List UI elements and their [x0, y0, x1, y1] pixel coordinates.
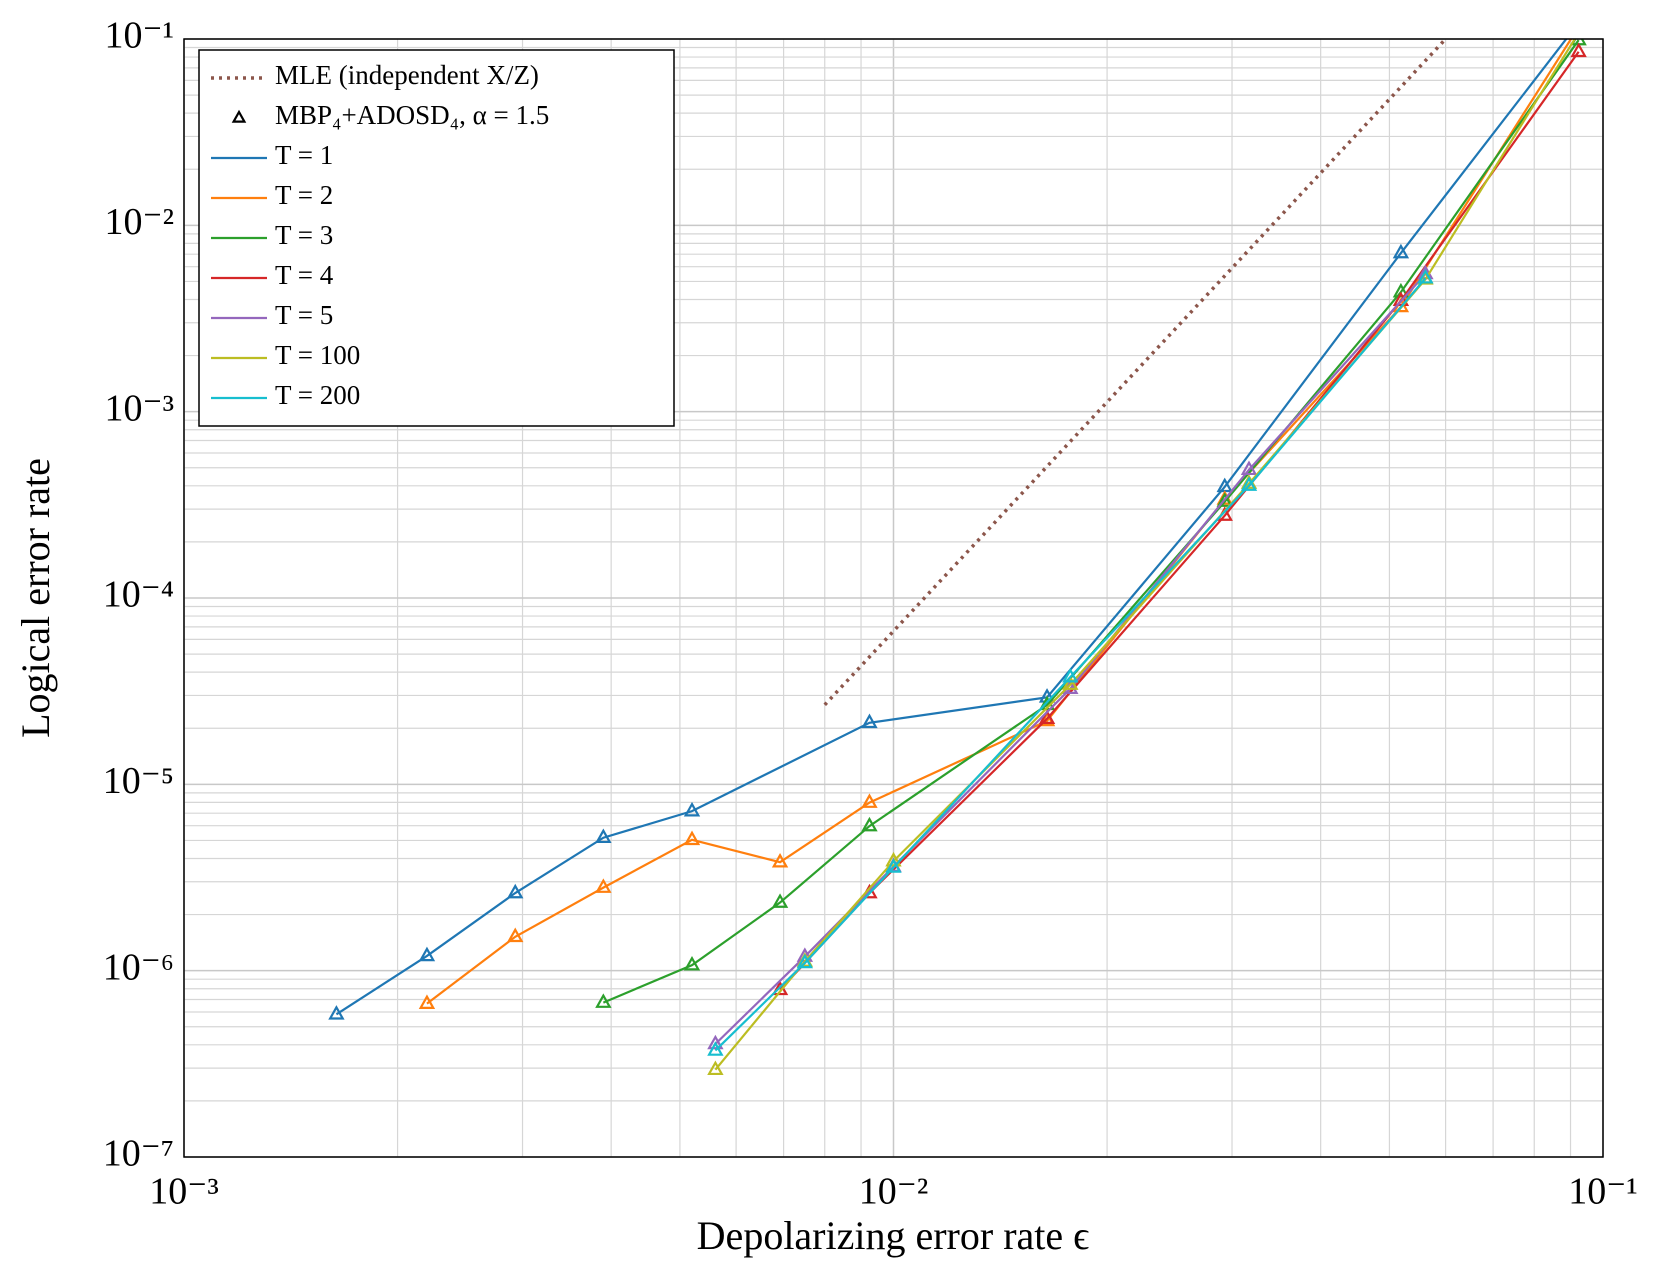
plot-area [328, 16, 1587, 1076]
data-point [771, 893, 789, 908]
data-point [1572, 16, 1585, 27]
data-point [507, 927, 524, 943]
data-point [1572, 20, 1585, 31]
x-tick-label: 10⁻¹ [1568, 1171, 1637, 1213]
legend-label: T = 2 [275, 180, 333, 210]
series-line [335, 39, 1568, 1016]
data-point [885, 858, 902, 873]
legend-label: T = 3 [275, 220, 333, 250]
axes: 10⁻³ 10⁻² 10⁻¹ 10⁻⁷ 10⁻⁶ 10⁻⁵ 10⁻⁴ 10⁻³ 10⁻² 10⁻¹ [103, 15, 1638, 1213]
legend-label: T = 100 [275, 340, 360, 370]
data-point [418, 946, 436, 962]
legend-label: T = 5 [275, 300, 333, 330]
series-line [714, 273, 1427, 1045]
y-tick-label: 10⁻³ [105, 387, 174, 429]
data-point [328, 1005, 345, 1020]
data-point [1572, 26, 1585, 37]
y-tick-label: 10⁻⁵ [103, 760, 174, 802]
data-point [861, 816, 878, 832]
y-tick-label: 10⁻⁷ [103, 1133, 174, 1175]
data-point [1417, 269, 1434, 284]
series-line [779, 51, 1580, 991]
data-point [1392, 243, 1410, 259]
data-point [771, 852, 789, 868]
y-tick-label: 10⁻² [105, 201, 174, 243]
data-point [1240, 476, 1258, 491]
series-line [714, 277, 1427, 1052]
legend-box [198, 49, 675, 427]
data-point [707, 1041, 724, 1056]
data-point [683, 955, 701, 971]
data-point [683, 830, 701, 846]
legend-label: MLE (independent X/Z) [275, 60, 539, 90]
data-point [861, 793, 878, 808]
data-point [418, 994, 436, 1009]
data-point [1216, 492, 1233, 507]
data-point [707, 1060, 724, 1076]
data-point [595, 878, 612, 893]
data-point [1570, 42, 1587, 58]
x-tick-label: 10⁻² [859, 1171, 928, 1213]
data-point [1062, 675, 1079, 690]
data-point [507, 883, 524, 899]
data-point [885, 851, 902, 867]
series-line [426, 39, 1573, 1005]
y-tick-label: 10⁻⁶ [103, 946, 174, 988]
data-point [861, 713, 878, 729]
y-tick-label: 10⁻¹ [105, 15, 174, 57]
data-point [595, 828, 612, 844]
data-point [595, 993, 612, 1008]
x-tick-label: 10⁻³ [149, 1171, 218, 1213]
data-point [1392, 282, 1410, 298]
legend: MLE (independent X/Z) T = 1 T = 2 T = 3 T = … [198, 49, 675, 427]
legend-label: MBP₄+ADOSD₄, α = 1.5 [275, 100, 549, 130]
data-point [1038, 709, 1056, 725]
legend-label: T = 1 [275, 140, 333, 170]
y-axis-label: Logical error rate [13, 458, 58, 738]
legend-label: T = 4 [275, 260, 334, 290]
axes-frame [183, 38, 1604, 1158]
series-line [602, 39, 1580, 1004]
data-point [796, 953, 814, 969]
data-point [683, 801, 701, 817]
legend-marker [231, 109, 247, 123]
x-axis-label: Depolarizing error rate ϵ [697, 1213, 1090, 1258]
data-point [1062, 667, 1079, 683]
y-tick-label: 10⁻⁴ [103, 574, 174, 616]
data-point [1240, 460, 1258, 476]
data-point [707, 1034, 724, 1050]
legend-label: T = 200 [275, 380, 360, 410]
